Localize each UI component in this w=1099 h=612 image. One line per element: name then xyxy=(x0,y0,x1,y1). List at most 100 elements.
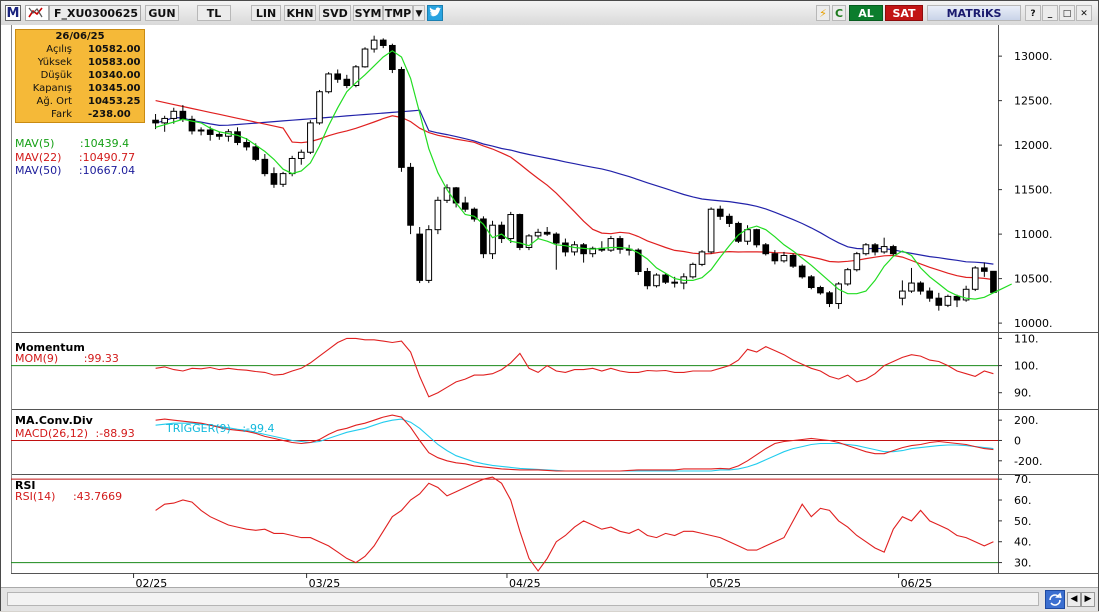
momentum-line xyxy=(155,337,994,398)
horizontal-scrollbar[interactable] xyxy=(7,592,1039,606)
candle-body-down xyxy=(179,110,187,120)
help-icon[interactable]: ? xyxy=(1025,5,1041,21)
sym-button[interactable]: SYM xyxy=(353,5,383,21)
candle xyxy=(689,262,697,279)
candle-body-up xyxy=(170,110,178,119)
candle-body-up xyxy=(698,251,706,265)
app-logo[interactable]: M xyxy=(5,5,21,21)
chart-canvas[interactable]: 10000. 10500. 11000. 11500. 12000. 12500. 1300… xyxy=(1,25,1098,590)
candle xyxy=(780,251,788,263)
candle xyxy=(753,228,760,248)
macd-line xyxy=(155,414,994,472)
candle xyxy=(971,266,979,292)
candle-body-down xyxy=(270,173,278,185)
candle xyxy=(853,251,861,272)
y-tick-label: 11000. xyxy=(1014,228,1053,241)
currency-button[interactable]: TL xyxy=(197,5,231,21)
candle xyxy=(261,154,269,177)
close-icon[interactable]: ✕ xyxy=(1076,5,1092,21)
candle xyxy=(370,35,378,53)
infobox-row-change: Fark -238.00 xyxy=(51,109,131,120)
candle-body-up xyxy=(844,269,852,285)
candle-body-up xyxy=(361,48,369,68)
dropdown-arrow-icon[interactable]: ▼ xyxy=(413,5,425,21)
lightning-icon[interactable]: ⚡ xyxy=(816,5,830,21)
candle-body-down xyxy=(753,229,760,246)
maximize-icon[interactable]: □ xyxy=(1059,5,1075,21)
candle-body-up xyxy=(534,231,542,237)
candle-body-up xyxy=(862,244,870,255)
candle-body-up xyxy=(307,122,314,153)
candle-body-up xyxy=(589,247,597,255)
candle xyxy=(880,237,888,254)
y-tick-label: 60. xyxy=(1014,494,1032,507)
twitter-icon[interactable] xyxy=(427,5,443,21)
minimize-icon[interactable]: _ xyxy=(1042,5,1058,21)
candle-body-down xyxy=(935,297,943,306)
svd-button[interactable]: SVD xyxy=(319,5,351,21)
candle-body-down xyxy=(726,215,733,224)
candle-body-down xyxy=(389,44,396,70)
candle-body-up xyxy=(279,173,287,185)
candle-body-up xyxy=(325,73,332,93)
candle-body-down xyxy=(644,270,651,287)
candle xyxy=(607,235,615,252)
candle xyxy=(507,211,515,244)
candle-body-down xyxy=(252,146,260,160)
period-button[interactable]: GUN xyxy=(145,5,179,21)
infobox-date: 26/06/25 xyxy=(55,31,105,42)
candle xyxy=(644,267,651,290)
scroll-right-icon[interactable]: ▶ xyxy=(1081,592,1095,607)
candle-body-up xyxy=(971,267,979,290)
macd-panel xyxy=(11,414,998,472)
buy-button[interactable]: AL xyxy=(849,5,883,21)
symbol-field[interactable]: F_XU0300625 xyxy=(49,5,141,21)
candle-body-down xyxy=(662,274,669,283)
legend-mav50: MAV(50) :10667.04 xyxy=(15,164,136,177)
y-tick-label: 10000. xyxy=(1014,317,1053,330)
chart-type-icon[interactable] xyxy=(25,5,49,21)
candle-body-down xyxy=(461,202,469,210)
candle-body-down xyxy=(981,267,988,272)
candle xyxy=(470,207,478,222)
candle-body-down xyxy=(926,290,934,299)
candle-body-up xyxy=(571,244,578,253)
candle xyxy=(698,250,706,267)
candle xyxy=(826,291,833,308)
candle xyxy=(889,244,897,256)
chart-area[interactable]: 10000. 10500. 11000. 11500. 12000. 12500. 1300… xyxy=(1,25,1098,610)
momentum-legend: MOM(9) :99.33 xyxy=(15,352,119,365)
refresh-icon[interactable] xyxy=(1045,590,1065,609)
candle-body-down xyxy=(917,282,924,292)
candle-body-up xyxy=(689,263,697,278)
legend-mav22: MAV(22) :10490.77 xyxy=(15,151,136,164)
candle xyxy=(953,294,961,308)
sell-button[interactable]: SAT xyxy=(885,5,923,21)
candle-body-up xyxy=(744,229,751,242)
khn-button[interactable]: KHN xyxy=(284,5,316,21)
y-tick-label: 90. xyxy=(1014,387,1032,400)
candle-body-down xyxy=(634,249,642,272)
candle-body-down xyxy=(616,238,624,250)
candle-body-down xyxy=(343,78,351,87)
candle xyxy=(871,243,879,256)
infobox-row-wavg: Ağ. Ort 10453.25 xyxy=(36,96,141,107)
momentum-title: Momentum xyxy=(15,341,85,354)
infobox-row-close: Kapanış 10345.00 xyxy=(32,83,141,94)
y-tick-label: 13000. xyxy=(1014,50,1053,63)
x-tick-label: 04/25 xyxy=(509,577,541,587)
candle-body-down xyxy=(817,287,824,294)
scroll-left-icon[interactable]: ◀ xyxy=(1067,592,1081,607)
candle-body-up xyxy=(908,282,915,292)
candle xyxy=(762,243,770,256)
candle xyxy=(425,225,433,284)
candle xyxy=(188,115,196,135)
candle-body-down xyxy=(334,73,342,80)
candle xyxy=(716,205,724,220)
tmp-button[interactable]: TMP xyxy=(383,5,413,21)
c-button[interactable]: C xyxy=(832,5,846,21)
candle-body-down xyxy=(716,208,724,217)
linear-button[interactable]: LIN xyxy=(251,5,281,21)
x-tick-label: 03/25 xyxy=(309,577,341,587)
candle-body-down xyxy=(516,214,524,248)
